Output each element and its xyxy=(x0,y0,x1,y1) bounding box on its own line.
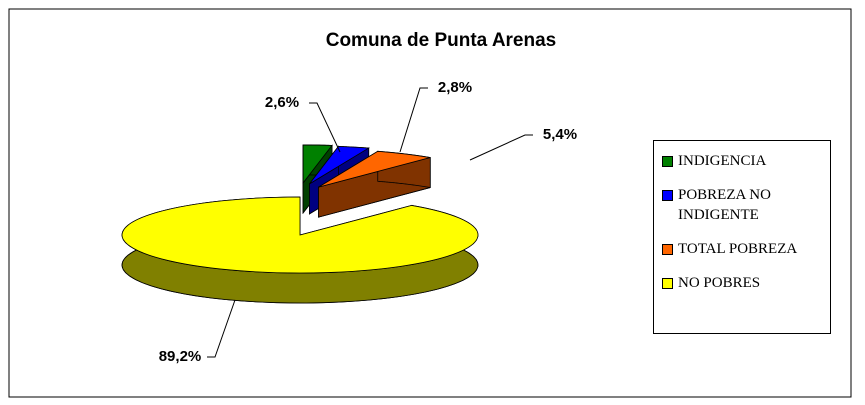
slice-top xyxy=(318,150,431,188)
leader-line xyxy=(207,299,236,358)
legend-item: NO POBRES xyxy=(662,273,826,293)
slice-top xyxy=(309,145,370,185)
slice-top xyxy=(121,196,479,274)
legend-item: INDIGENCIA xyxy=(662,151,826,171)
legend: INDIGENCIA POBREZA NO INDIGENTE TOTAL POBR… xyxy=(653,140,831,334)
legend-swatch xyxy=(662,244,673,255)
legend-item: POBREZA NO INDIGENTE xyxy=(662,185,826,225)
legend-swatch xyxy=(662,278,673,289)
legend-swatch xyxy=(662,190,673,201)
data-label: 5,4% xyxy=(543,126,577,143)
slice xyxy=(318,150,431,218)
data-label: 2,6% xyxy=(265,94,299,111)
legend-label: TOTAL POBREZA xyxy=(678,241,798,257)
leader-line xyxy=(469,134,533,161)
chart-border xyxy=(8,8,852,398)
slice xyxy=(121,196,479,304)
data-label: 89,2% xyxy=(159,348,202,365)
leader-line xyxy=(309,102,341,153)
legend-label: POBREZA NO INDIGENTE xyxy=(678,187,771,223)
legend-item: TOTAL POBREZA xyxy=(662,239,826,259)
legend-label: INDIGENCIA xyxy=(678,153,767,169)
legend-label: NO POBRES xyxy=(678,275,761,291)
chart-title: Comuna de Punta Arenas xyxy=(326,30,557,51)
slice-top xyxy=(302,144,333,185)
legend-swatch xyxy=(662,156,673,167)
leader-line xyxy=(399,87,428,153)
data-label: 2,8% xyxy=(438,79,472,96)
